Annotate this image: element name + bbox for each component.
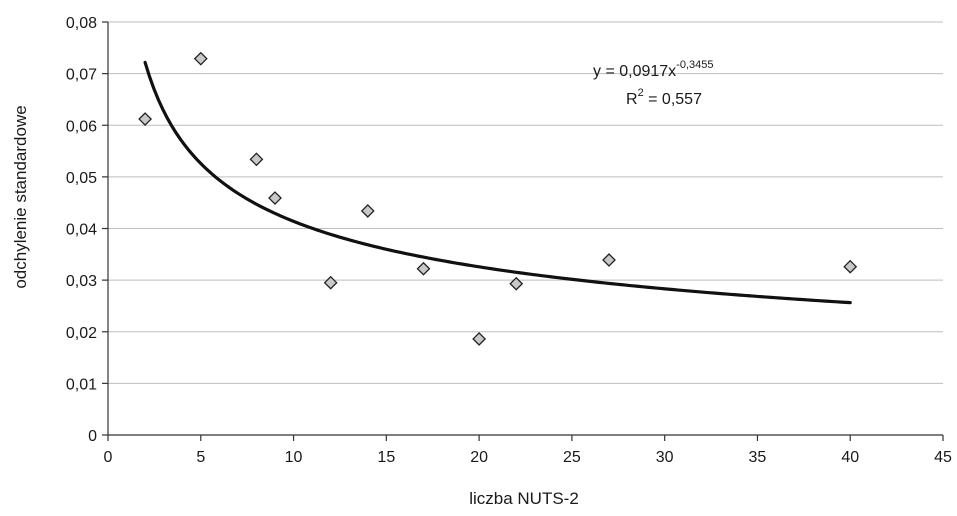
y-tick-label: 0,06 (66, 118, 97, 135)
y-tick-label: 0,07 (66, 67, 97, 84)
y-tick-label: 0,04 (66, 222, 97, 239)
y-tick-label: 0,03 (66, 273, 97, 290)
data-point (323, 275, 338, 290)
data-point (509, 276, 524, 291)
r-squared-exponent: 2 (638, 87, 644, 99)
data-points (138, 51, 858, 346)
trendline-curve (143, 60, 852, 305)
x-tick-label: 5 (196, 449, 205, 466)
data-point (472, 332, 487, 346)
data-point (193, 51, 208, 66)
y-tick-label: 0,08 (66, 15, 97, 32)
r-squared-value: = 0,557 (644, 91, 702, 108)
gridlines (108, 21, 943, 384)
data-point (602, 253, 616, 267)
trendline (143, 60, 852, 305)
x-tick-label: 45 (934, 449, 952, 466)
axes (102, 21, 944, 441)
x-tick-label: 35 (749, 449, 767, 466)
r-squared: R2 = 0,557 (626, 87, 702, 108)
x-tick-label: 15 (377, 449, 395, 466)
x-tick-label: 30 (656, 449, 674, 466)
data-point (268, 191, 282, 205)
data-point (360, 204, 375, 218)
trendline-equation: y = 0,0917x-0,3455 (593, 59, 713, 80)
y-tick-label: 0,05 (66, 170, 97, 187)
data-point (249, 152, 264, 167)
data-point (138, 112, 153, 126)
r-squared-base: R (626, 91, 638, 108)
equation-main: y = 0,0917x (593, 63, 676, 80)
x-tick-label: 0 (104, 449, 113, 466)
x-tick-label: 20 (470, 449, 488, 466)
y-tick-label: 0,02 (66, 325, 97, 342)
y-axis-label: odchylenie standardowe (11, 105, 30, 288)
y-tick-label: 0 (88, 428, 97, 445)
equation-exponent: -0,3455 (676, 59, 713, 71)
x-tick-label: 40 (841, 449, 859, 466)
tick-labels: 0 0,01 0,02 0,03 0,04 0,05 0,06 0,07 0,08 0 5 10 15 2… (66, 15, 952, 466)
data-point (843, 259, 858, 274)
x-axis-label: liczba NUTS-2 (469, 489, 579, 508)
data-point (416, 261, 431, 276)
x-tick-label: 10 (285, 449, 303, 466)
y-tick-label: 0,01 (66, 376, 97, 393)
x-tick-label: 25 (563, 449, 581, 466)
